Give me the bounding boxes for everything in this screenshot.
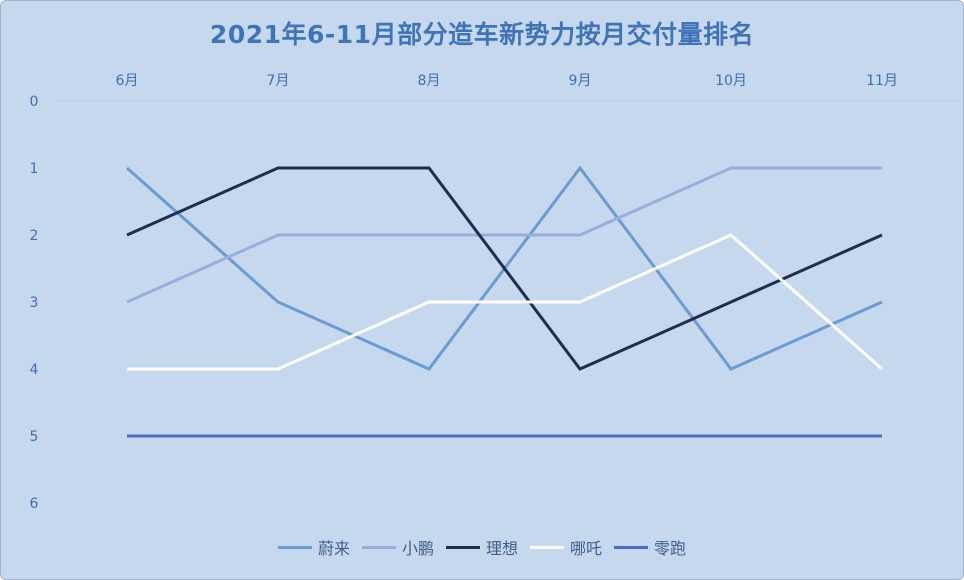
legend-swatch [530, 545, 564, 549]
legend-label: 小鹏 [401, 539, 434, 558]
series-line [126, 166, 883, 371]
legend-swatch [361, 545, 396, 549]
legend-swatch [445, 545, 480, 549]
series-line [126, 166, 882, 304]
legend-label: 零跑 [654, 539, 687, 558]
legend-item: 零跑 [614, 535, 686, 559]
y-tick-label: 1 [30, 161, 39, 177]
x-tick-label: 6月 [116, 73, 139, 89]
y-tick-label: 0 [30, 94, 39, 110]
series-line [127, 233, 883, 371]
x-tick-label: 11月 [866, 73, 898, 89]
legend-item: 蔚来 [277, 535, 350, 559]
y-tick-label: 3 [30, 295, 39, 311]
x-tick-label: 10月 [715, 73, 747, 89]
legend-label: 理想 [485, 539, 518, 558]
y-tick-label: 2 [30, 228, 39, 244]
y-tick-label: 4 [30, 362, 39, 378]
legend-label: 蔚来 [317, 539, 350, 558]
legend-swatch [277, 545, 312, 549]
legend-item: 哪吒 [530, 535, 602, 559]
legend-label: 哪吒 [570, 539, 603, 558]
x-tick-labels: 6月 7月 8月 9月 10月 11月 [116, 73, 898, 89]
x-tick-label: 8月 [418, 73, 441, 89]
legend-item: 小鹏 [361, 535, 434, 559]
x-tick-label: 9月 [569, 73, 592, 89]
legend-item: 理想 [445, 535, 518, 559]
chart-title: 2021年6-11月部分造车新势力按月交付量排名 [209, 20, 755, 49]
y-tick-label: 6 [30, 496, 39, 512]
y-tick-labels: 0 1 2 3 4 5 6 [30, 94, 39, 512]
legend-swatch [614, 545, 649, 549]
series-lines [126, 165, 883, 438]
y-tick-label: 5 [30, 429, 39, 445]
legend: 蔚来 小鹏 理想 哪吒 零跑 [1, 535, 963, 559]
x-tick-label: 7月 [267, 73, 290, 89]
